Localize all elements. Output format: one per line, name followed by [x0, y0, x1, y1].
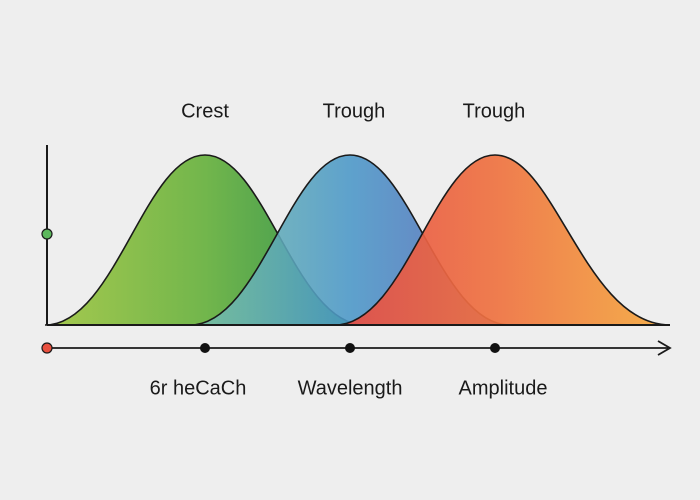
x-axis-arrow [657, 340, 672, 356]
bottom-label: Amplitude [459, 377, 548, 399]
axis-point [200, 343, 210, 353]
bottom-label: Wavelength [298, 377, 403, 399]
axis-point [345, 343, 355, 353]
top-label: Crest [181, 100, 229, 122]
bottom-label: 6r heCaCh [150, 377, 247, 399]
top-label: Trough [323, 100, 386, 122]
axis-point [490, 343, 500, 353]
origin-dot [41, 342, 53, 354]
top-label: Trough [463, 100, 526, 122]
red-wave [334, 154, 671, 326]
axis-dot [41, 228, 53, 240]
